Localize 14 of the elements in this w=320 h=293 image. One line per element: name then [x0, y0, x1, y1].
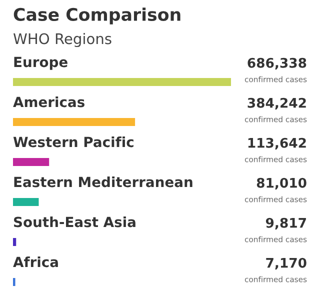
- data-label: 686,338: [248, 58, 306, 70]
- y-tick-label: Europe: [14, 56, 68, 70]
- chart-subtitle: WHO Regions: [13, 32, 112, 48]
- data-label: 384,242: [248, 98, 306, 110]
- y-tick-label: Americas: [13, 96, 84, 108]
- data-label: 9,817: [266, 218, 306, 230]
- y-tick-label: Eastern Mediterranean: [14, 176, 192, 188]
- data-label: 113,642: [248, 138, 306, 150]
- chart-title: Case Comparison: [14, 8, 180, 24]
- y-tick-label: Africa: [13, 256, 58, 268]
- y-tick-label: South-East Asia: [14, 216, 136, 228]
- data-label: 81,010: [256, 178, 306, 190]
- data-label: 7,170: [266, 258, 306, 270]
- y-tick-label: Western Pacific: [13, 136, 134, 148]
